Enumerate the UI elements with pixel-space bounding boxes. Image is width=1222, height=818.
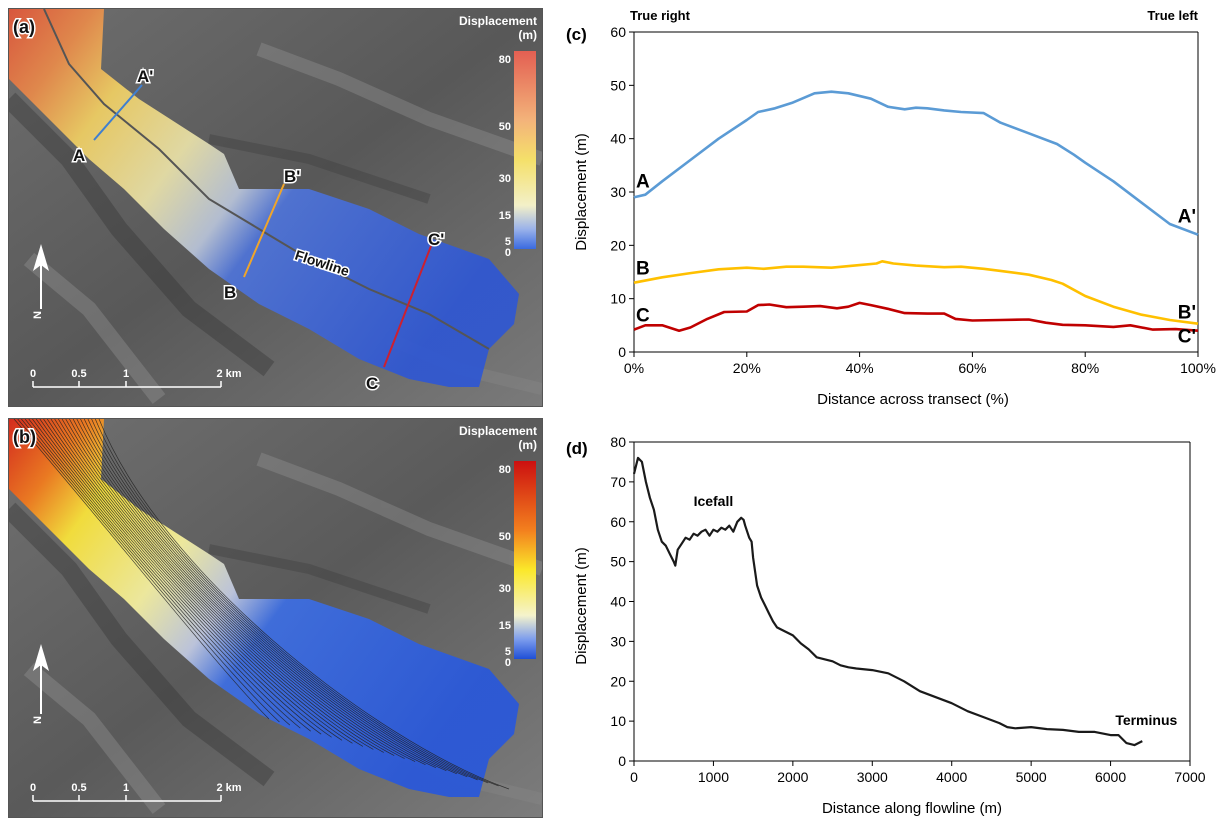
x-tick-label: 4000 xyxy=(936,769,967,785)
map-b-svg: (b) Displacement (m) 80 50 30 15 5 0 N 0… xyxy=(9,419,542,817)
scale-label: 0.5 xyxy=(71,782,86,794)
y-axis-label-d: Displacement (m) xyxy=(573,547,590,665)
panel-a-label: (a) xyxy=(13,17,35,37)
transect-label-a: A xyxy=(73,146,85,165)
x-tick-label: 60% xyxy=(958,360,986,376)
legend-tick: 80 xyxy=(499,54,511,66)
legend-title-a: Displacement xyxy=(459,14,537,28)
transect-label-c-prime: C' xyxy=(428,230,444,249)
scale-label: 2 km xyxy=(216,368,241,380)
map-panel-b: (b) Displacement (m) 80 50 30 15 5 0 N 0… xyxy=(8,418,543,818)
corner-label-true-right: True right xyxy=(630,8,691,23)
x-tick-label: 20% xyxy=(733,360,761,376)
x-axis-label-c: Distance across transect (%) xyxy=(817,391,1009,408)
scale-label: 0.5 xyxy=(71,368,86,380)
panel-c-label: (c) xyxy=(566,25,587,44)
x-tick-label: 40% xyxy=(846,360,874,376)
y-tick-label: 30 xyxy=(610,184,626,200)
x-tick-label: 100% xyxy=(1180,360,1216,376)
transect-label-a-prime: A' xyxy=(137,67,153,86)
legend-colorbar-b xyxy=(514,461,536,659)
scale-label: 0 xyxy=(30,368,36,380)
legend-tick: 30 xyxy=(499,173,511,185)
scale-label: 0 xyxy=(30,782,36,794)
y-tick-label: 60 xyxy=(610,514,626,530)
x-tick-label: 0 xyxy=(630,769,638,785)
series-end-label-A: A' xyxy=(1178,207,1196,228)
x-tick-label: 5000 xyxy=(1016,769,1047,785)
transect-label-b-prime: B' xyxy=(284,167,300,186)
y-tick-label: 40 xyxy=(610,594,626,610)
transect-label-b: B xyxy=(224,283,236,302)
corner-label-true-left: True left xyxy=(1147,8,1198,23)
legend-tick: 0 xyxy=(505,657,511,669)
y-tick-label: 10 xyxy=(610,291,626,307)
x-tick-label: 1000 xyxy=(698,769,729,785)
y-tick-label: 80 xyxy=(610,434,626,450)
legend-tick: 30 xyxy=(499,583,511,595)
chart-d: (d) Displacement (m) Distance along flow… xyxy=(556,418,1222,818)
y-tick-label: 10 xyxy=(610,713,626,729)
y-tick-label: 20 xyxy=(610,673,626,689)
annotation-terminus: Terminus xyxy=(1115,712,1177,728)
north-label-b: N xyxy=(32,716,44,724)
legend-unit-a: (m) xyxy=(518,28,537,42)
y-tick-label: 60 xyxy=(610,24,626,40)
scale-label: 1 xyxy=(123,368,129,380)
x-tick-label: 3000 xyxy=(857,769,888,785)
series-start-label-A: A xyxy=(636,171,650,192)
scale-label: 1 xyxy=(123,782,129,794)
axes-d: 0 10 20 30 40 50 60 70 80 0 1000 2000 3000 4000 5000 60… xyxy=(610,434,1205,785)
y-tick-label: 0 xyxy=(618,753,626,769)
legend-tick: 50 xyxy=(499,121,511,133)
legend-colorbar-a xyxy=(514,51,536,249)
x-tick-label: 6000 xyxy=(1095,769,1126,785)
legend-unit-b: (m) xyxy=(518,438,537,452)
legend-title-b: Displacement xyxy=(459,424,537,438)
series-line-A xyxy=(634,92,1198,235)
y-tick-label: 50 xyxy=(610,77,626,93)
map-panel-a: A A' B B' C C' Flowline (a) Displacement… xyxy=(8,8,543,407)
y-tick-label: 40 xyxy=(610,131,626,147)
x-tick-label: 7000 xyxy=(1174,769,1205,785)
scale-label: 2 km xyxy=(216,782,241,794)
y-tick-label: 0 xyxy=(618,344,626,360)
y-tick-label: 30 xyxy=(610,633,626,649)
transect-label-c: C xyxy=(366,374,378,393)
x-tick-label: 80% xyxy=(1071,360,1099,376)
x-axis-label-d: Distance along flowline (m) xyxy=(822,800,1002,817)
y-tick-label: 70 xyxy=(610,474,626,490)
y-tick-label: 50 xyxy=(610,554,626,570)
legend-tick: 15 xyxy=(499,210,511,222)
legend-tick: 15 xyxy=(499,620,511,632)
legend-tick: 50 xyxy=(499,531,511,543)
panel-b-label: (b) xyxy=(13,427,36,447)
legend-tick: 80 xyxy=(499,464,511,476)
series-c: A A' B B' C C' xyxy=(634,92,1198,348)
series-end-label-C: C' xyxy=(1178,327,1196,348)
chart-c: (c) True right True left Displacement (m… xyxy=(556,0,1222,412)
y-axis-label-c: Displacement (m) xyxy=(573,133,590,251)
north-label-a: N xyxy=(32,311,44,319)
panel-d-label: (d) xyxy=(566,439,588,458)
x-tick-label: 0% xyxy=(624,360,644,376)
legend-tick: 0 xyxy=(505,247,511,259)
x-tick-label: 2000 xyxy=(777,769,808,785)
series-end-label-B: B' xyxy=(1178,303,1196,324)
annotation-icefall: Icefall xyxy=(694,493,734,509)
y-tick-label: 20 xyxy=(610,237,626,253)
series-start-label-B: B xyxy=(636,259,650,280)
map-a-svg: A A' B B' C C' Flowline (a) Displacement… xyxy=(9,9,542,406)
series-start-label-C: C xyxy=(636,306,650,327)
annotations-d: Icefall Terminus xyxy=(694,493,1178,728)
